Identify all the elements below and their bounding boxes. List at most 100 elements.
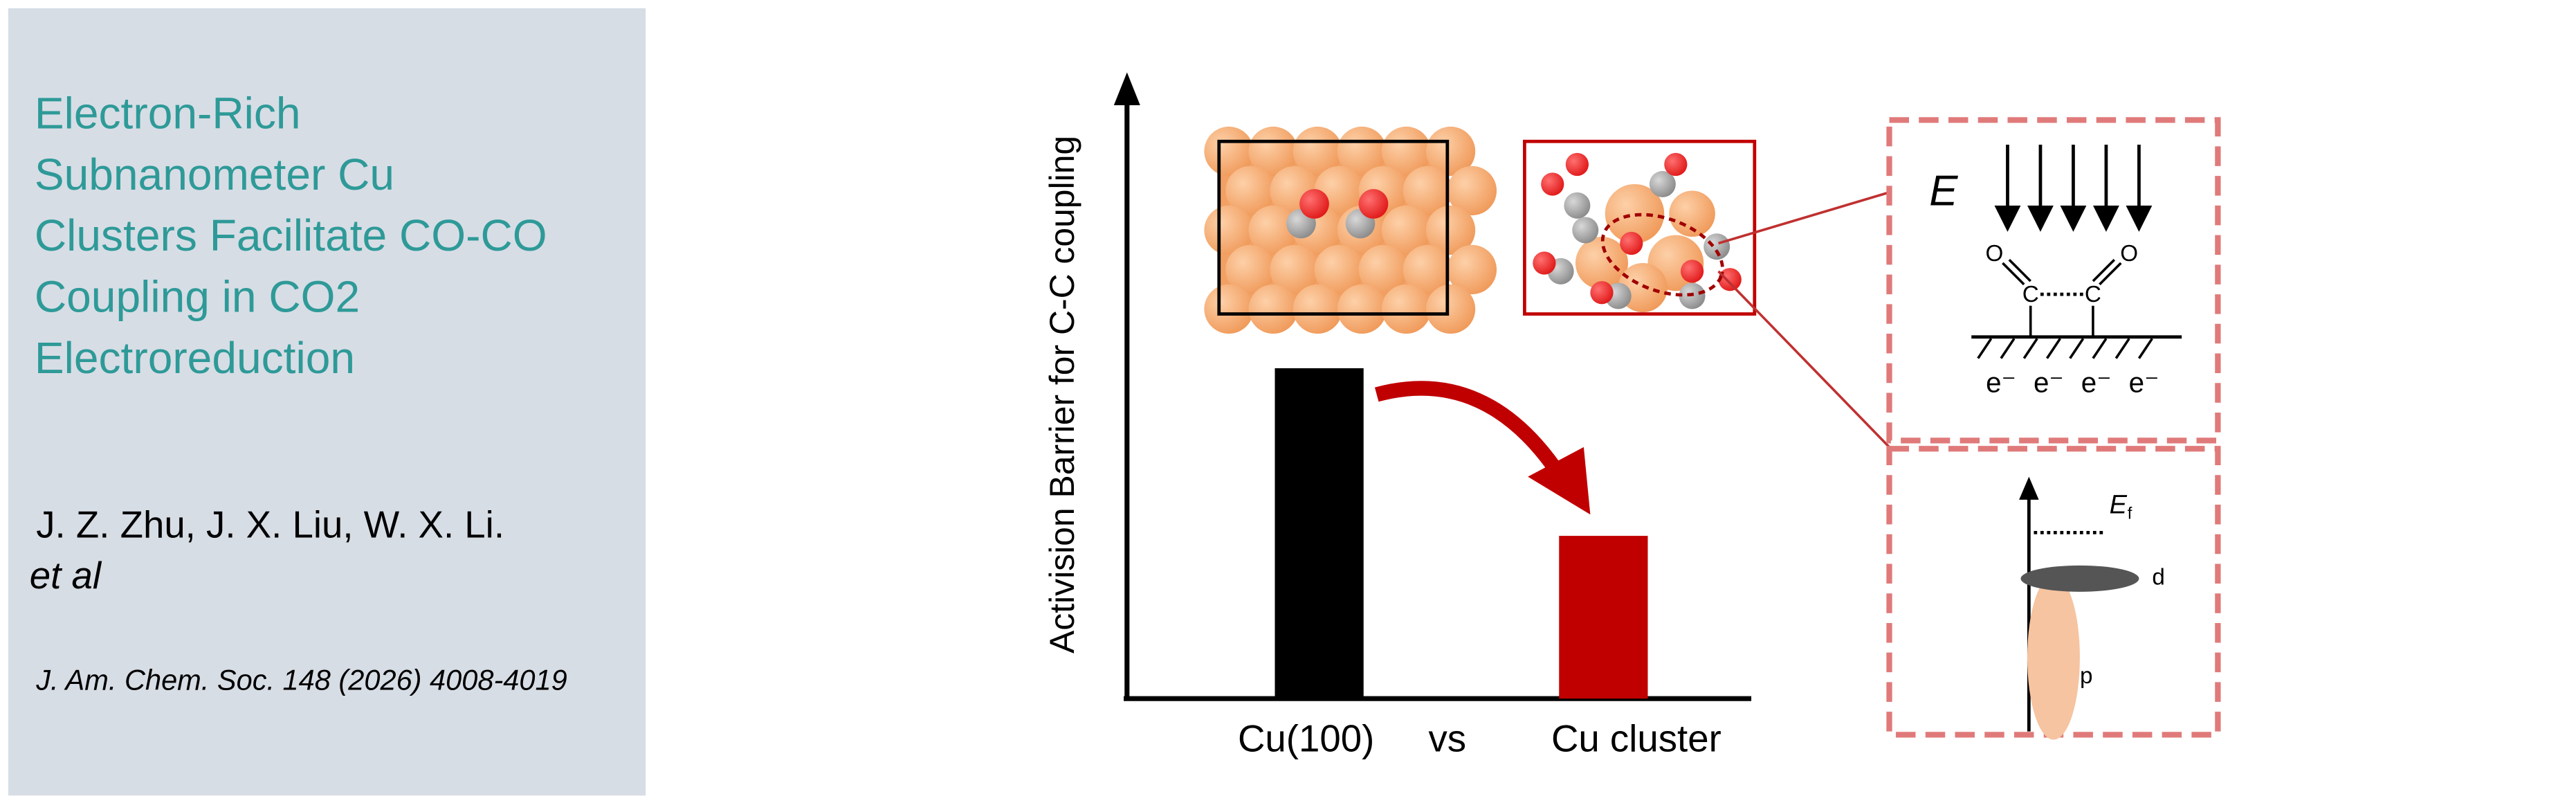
y-axis-label: Activision Barrier for C-C coupling: [1043, 136, 1081, 653]
hatch: [1977, 338, 1993, 359]
cu-atom: [1605, 183, 1665, 244]
field-arrows: [1994, 145, 2153, 232]
electron: e⁻: [2034, 366, 2064, 398]
cu-atom: [1425, 205, 1476, 255]
hatch: [2022, 338, 2038, 359]
bar-cu100: [1275, 368, 1364, 699]
cu100-frame: [1217, 139, 1450, 316]
o-atom: [1358, 189, 1389, 219]
atom-label: C: [2085, 282, 2101, 307]
authors: J. Z. Zhu, J. X. Liu, W. X. Li.: [36, 504, 504, 546]
c-atom: [1572, 217, 1599, 244]
o-atom: [1533, 251, 1556, 275]
cu-atom: [1337, 284, 1387, 334]
title-line: Subnanometer Cu: [35, 150, 394, 199]
hatch: [2137, 338, 2153, 359]
cu-atom: [1248, 205, 1298, 255]
cluster-image: [1524, 141, 1755, 314]
field-label: E: [1929, 168, 1958, 215]
o-atom: [1541, 172, 1564, 196]
energy-arrow: [2019, 476, 2039, 500]
fermi-label: E: [2110, 490, 2128, 519]
hatch: [2114, 338, 2130, 359]
atom-label: C: [2022, 282, 2039, 307]
cu-atom: [1403, 165, 1452, 216]
hatch: [2045, 338, 2061, 359]
cu-atom: [1425, 126, 1476, 177]
bond: [2099, 262, 2122, 286]
cu-atom: [1669, 190, 1715, 237]
cu-atom: [1447, 244, 1497, 295]
cluster-frame: [1523, 139, 1757, 316]
bond: [2092, 258, 2116, 282]
fermi-subscript: f: [2128, 505, 2132, 523]
cu-atom: [1425, 284, 1476, 334]
et-al: et al: [30, 554, 102, 597]
cu-atom: [1381, 284, 1432, 334]
cu-atom: [1403, 244, 1452, 295]
cu-atom: [1381, 205, 1432, 255]
zoom-line: [1718, 191, 1890, 245]
orbital-label: p: [2080, 663, 2092, 689]
x-label: vs: [1429, 717, 1467, 759]
cu-atom: [1381, 126, 1432, 177]
c-atom: [1703, 233, 1730, 260]
curved-arrow: [1374, 381, 1567, 481]
orbital-label: d: [2152, 565, 2164, 590]
surface-hatch: [1977, 338, 2153, 359]
c-atom: [1564, 192, 1591, 219]
electron: e⁻: [1986, 366, 2016, 398]
cu-atom: [1204, 284, 1254, 334]
cu-atom: [1292, 126, 1342, 177]
x-label: Cu(100): [1238, 717, 1374, 759]
paper-title: Electron-Rich Subnanometer Cu Clusters Fac…: [35, 89, 547, 383]
o-atom: [1565, 152, 1589, 177]
o-atom: [1620, 231, 1643, 255]
cu-atom: [1358, 244, 1408, 295]
cu-atom: [1248, 284, 1298, 334]
cu-atom: [1204, 205, 1254, 255]
bond: [2002, 262, 2025, 286]
y-axis-arrow: [1113, 72, 1140, 106]
hatch: [2092, 338, 2108, 359]
o-atom: [1299, 189, 1329, 219]
o-atom: [1590, 281, 1614, 305]
electrons: e⁻ e⁻ e⁻ e⁻: [1986, 366, 2159, 398]
hatch: [2069, 338, 2085, 359]
bond: [2008, 258, 2031, 282]
cu-atom: [1225, 244, 1275, 295]
atom-label: O: [2120, 241, 2138, 267]
atom-label: O: [1986, 241, 2004, 267]
o-atom: [1680, 260, 1704, 283]
citation: J. Am. Chem. Soc. 148 (2026) 4008-4019: [35, 663, 567, 696]
p-orbital: [2027, 575, 2080, 740]
o-atom: [1718, 268, 1742, 291]
field-box: [1886, 117, 2221, 444]
cu-atom: [1225, 165, 1275, 216]
cu-atom: [1292, 284, 1342, 334]
cu-atom: [1575, 236, 1628, 289]
cu-atom: [1447, 165, 1497, 216]
bar-cu-cluster: [1559, 536, 1648, 699]
zoom-line: [1717, 270, 1890, 449]
x-label: Cu cluster: [1551, 717, 1721, 759]
curved-arrow-head: [1528, 446, 1591, 515]
d-orbital: [2020, 565, 2139, 592]
electron: e⁻: [2129, 366, 2159, 398]
title-line: Electron-Rich: [35, 89, 301, 138]
cu-atom: [1204, 126, 1254, 177]
cu-atom: [1314, 244, 1364, 295]
c-atom: [1649, 170, 1676, 197]
title-line: Electroreduction: [35, 333, 355, 383]
o-atom: [1664, 152, 1688, 177]
cu100-image: [1204, 126, 1497, 334]
title-line: Clusters Facilitate CO-CO: [35, 210, 547, 260]
electron: e⁻: [2081, 366, 2112, 398]
title-line: Coupling in CO2: [35, 272, 360, 322]
cu-atom: [1337, 126, 1387, 177]
cu-atom: [1248, 126, 1298, 177]
info-panel: [8, 8, 646, 796]
hatch: [2000, 338, 2016, 359]
